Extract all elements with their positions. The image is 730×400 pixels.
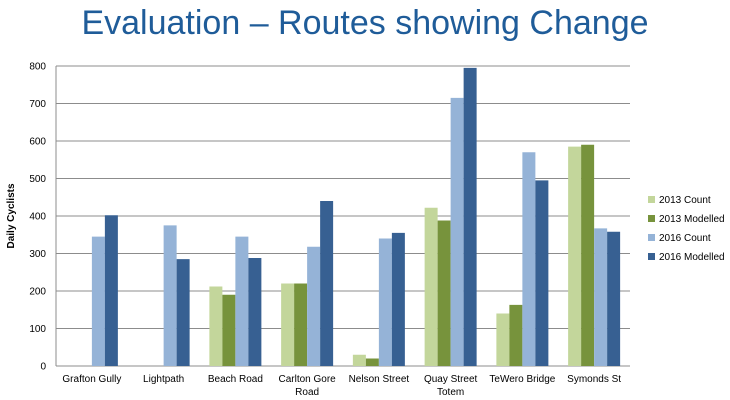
bar-2013-count bbox=[568, 146, 582, 366]
x-tick-label: Road bbox=[295, 387, 319, 398]
bar-2016-modelled bbox=[248, 258, 262, 366]
bar-2016-modelled bbox=[176, 259, 190, 366]
x-tick-labels: Grafton Gully Lightpath Beach Road Carlton … bbox=[62, 374, 621, 398]
gridlines bbox=[56, 65, 630, 367]
bar-2013-count bbox=[424, 207, 438, 366]
bar-2013-count bbox=[209, 286, 223, 366]
bar-2016-modelled bbox=[320, 201, 334, 366]
x-tick-label: Beach Road bbox=[208, 374, 263, 385]
legend-label: 2016 Count bbox=[659, 233, 711, 244]
x-tick-label: Carlton Gore bbox=[279, 374, 337, 385]
bar-2013-count bbox=[281, 283, 295, 366]
bar-2016-modelled bbox=[535, 180, 549, 366]
bar-2013-modelled bbox=[222, 294, 236, 366]
legend-swatch bbox=[648, 196, 655, 203]
x-tick-label: Quay Street bbox=[424, 374, 478, 385]
x-tick-label: Lightpath bbox=[143, 374, 184, 385]
bar-2016-count bbox=[522, 152, 536, 366]
bar-2016-modelled bbox=[607, 231, 621, 366]
bar-2013-modelled bbox=[437, 220, 451, 366]
y-tick-label: 100 bbox=[29, 324, 46, 335]
legend-swatch bbox=[648, 234, 655, 241]
y-tick-label: 0 bbox=[40, 362, 46, 373]
bar-2016-count bbox=[235, 236, 249, 366]
legend-label: 2013 Count bbox=[659, 195, 711, 206]
bar-2013-modelled bbox=[581, 144, 595, 366]
y-tick-label: 400 bbox=[29, 212, 46, 223]
x-tick-label: Totem bbox=[437, 387, 464, 398]
bar-2016-modelled bbox=[463, 67, 477, 366]
bar-2016-modelled bbox=[391, 232, 405, 366]
chart-title: Evaluation – Routes showing Change bbox=[81, 4, 649, 42]
x-tick-label: Grafton Gully bbox=[62, 374, 121, 385]
bar-2016-count bbox=[163, 225, 177, 366]
legend: 2013 Count 2013 Modelled 2016 Count 2016 Mo… bbox=[648, 195, 725, 263]
y-tick-label: 800 bbox=[29, 62, 46, 73]
y-tick-label: 600 bbox=[29, 137, 46, 148]
y-tick-label: 200 bbox=[29, 287, 46, 298]
y-tick-label: 700 bbox=[29, 99, 46, 110]
bar-2016-modelled bbox=[104, 215, 118, 366]
bars bbox=[91, 67, 621, 366]
bar-2013-modelled bbox=[294, 283, 308, 366]
bar-2016-count bbox=[378, 238, 392, 366]
bar-2013-count bbox=[496, 313, 510, 366]
bar-2016-count bbox=[594, 228, 608, 366]
x-tick-label: Symonds St bbox=[567, 374, 621, 385]
y-tick-label: 300 bbox=[29, 249, 46, 260]
bar-2016-count bbox=[307, 246, 321, 366]
y-axis-label: Daily Cyclists bbox=[6, 183, 17, 248]
bar-2016-count bbox=[450, 97, 464, 366]
legend-swatch bbox=[648, 253, 655, 260]
x-tick-label: TeWero Bridge bbox=[489, 374, 555, 385]
legend-label: 2016 Modelled bbox=[659, 252, 725, 263]
x-tick-label: Nelson Street bbox=[349, 374, 410, 385]
bar-2013-count bbox=[352, 354, 366, 366]
bar-2013-modelled bbox=[509, 304, 523, 366]
bar-2016-count bbox=[91, 236, 105, 366]
y-tick-label: 500 bbox=[29, 174, 46, 185]
bar-2013-modelled bbox=[365, 358, 379, 366]
legend-label: 2013 Modelled bbox=[659, 214, 725, 225]
legend-swatch bbox=[648, 215, 655, 222]
y-tick-labels: 0 100 200 300 400 500 600 700 800 bbox=[29, 62, 46, 373]
